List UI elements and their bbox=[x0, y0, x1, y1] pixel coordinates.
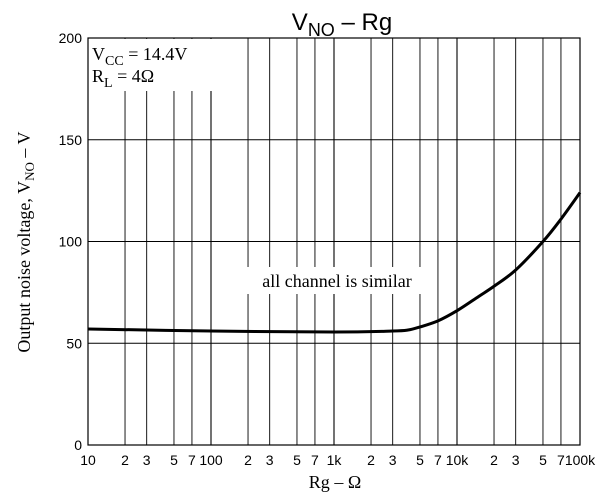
x-tick-label-minor: 5 bbox=[170, 452, 178, 468]
condition-vcc: VCC = 14.4V bbox=[92, 44, 187, 69]
y-tick-label: 100 bbox=[59, 234, 83, 250]
x-tick-label-minor: 2 bbox=[244, 452, 252, 468]
x-tick-label-major: 1k bbox=[327, 452, 343, 468]
x-tick-label-minor: 5 bbox=[416, 452, 424, 468]
grid-layer bbox=[88, 38, 580, 445]
y-tick-label: 0 bbox=[74, 437, 82, 453]
x-tick-label-minor: 3 bbox=[266, 452, 274, 468]
x-tick-label-minor: 2 bbox=[367, 452, 375, 468]
x-tick-label-minor: 2 bbox=[121, 452, 129, 468]
x-tick-label-minor: 7 bbox=[311, 452, 319, 468]
conditions-box bbox=[89, 39, 213, 91]
x-tick-label-major: 100k bbox=[565, 452, 596, 468]
condition-rl: RL = 4Ω bbox=[92, 66, 154, 91]
x-axis-label: Rg – Ω bbox=[309, 472, 361, 492]
y-tick-label: 150 bbox=[59, 132, 83, 148]
x-tick-label-minor: 7 bbox=[434, 452, 442, 468]
x-tick-label-major: 10k bbox=[446, 452, 470, 468]
x-tick-label-minor: 5 bbox=[539, 452, 547, 468]
x-tick-label-minor: 3 bbox=[143, 452, 151, 468]
x-tick-label-major: 100 bbox=[199, 452, 223, 468]
y-tick-label: 200 bbox=[59, 30, 83, 46]
plot-frame bbox=[87, 37, 581, 446]
x-tick-label-minor: 3 bbox=[389, 452, 397, 468]
x-tick-label-minor: 3 bbox=[512, 452, 520, 468]
y-tick-label: 50 bbox=[66, 335, 82, 351]
x-tick-label-minor: 7 bbox=[188, 452, 196, 468]
x-tick-label-major: 10 bbox=[80, 452, 96, 468]
x-tick-label-minor: 7 bbox=[557, 452, 565, 468]
annotation-box bbox=[241, 267, 431, 294]
series-line-0 bbox=[87, 191, 582, 334]
annotation-text: all channel is similar bbox=[262, 271, 411, 291]
chart-title: VNO – Rg bbox=[292, 9, 392, 40]
series-layer bbox=[87, 191, 582, 334]
x-tick-label-minor: 2 bbox=[490, 452, 498, 468]
y-axis-label: Output noise voltage, VNO – V bbox=[14, 131, 37, 352]
x-tick-label-minor: 5 bbox=[293, 452, 301, 468]
